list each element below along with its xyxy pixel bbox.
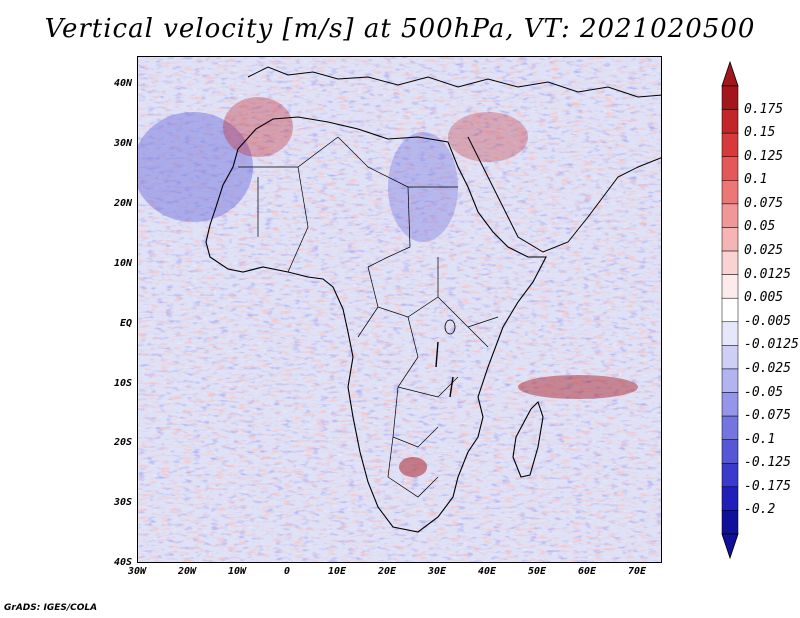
colorbar-tick-label: -0.005 xyxy=(744,313,791,329)
lat-label-10n: 10N xyxy=(113,258,132,269)
colorbar-tick-label: 0.1 xyxy=(744,172,768,188)
colorbar-tick-label: 0.005 xyxy=(744,290,784,306)
colorbar-tick-label: 0.075 xyxy=(744,195,784,211)
white-texture xyxy=(138,57,661,562)
colorbar-swatch xyxy=(721,321,739,346)
lon-label-10e: 10E xyxy=(327,566,347,577)
colorbar-swatch xyxy=(721,132,739,157)
lon-label-30w: 30W xyxy=(127,566,147,577)
colorbar-swatch xyxy=(721,203,739,228)
vertical-velocity-map xyxy=(138,57,661,562)
lat-label-40s: 40S xyxy=(113,557,132,568)
chart-title: Vertical velocity [m/s] at 500hPa, VT: 2… xyxy=(44,14,756,44)
colorbar-swatch xyxy=(721,297,739,323)
colorbar-swatch xyxy=(721,274,739,299)
lat-label-40n: 40N xyxy=(113,78,132,89)
lon-label-70e: 70E xyxy=(627,566,647,577)
lake-malawi xyxy=(449,376,454,398)
colorbar-swatch xyxy=(721,109,739,134)
atlantic-subsidence-region xyxy=(138,112,253,222)
middle-east-ascent-region xyxy=(448,112,528,162)
lon-label-0: 0 xyxy=(283,566,291,577)
lat-label-10s: 10S xyxy=(113,378,132,389)
colorbar-swatch xyxy=(721,250,739,275)
lat-label-20s: 20S xyxy=(113,437,132,448)
lon-label-40e: 40E xyxy=(477,566,497,577)
lon-label-30e: 30E xyxy=(427,566,447,577)
colorbar-tick-label: -0.0125 xyxy=(744,337,799,353)
lon-label-20e: 20E xyxy=(377,566,397,577)
colorbar-swatch xyxy=(721,392,739,417)
colorbar-tick-label: -0.05 xyxy=(744,384,784,400)
colorbar-tick-label: -0.125 xyxy=(744,455,791,471)
lat-label-20n: 20N xyxy=(113,198,132,209)
colorbar-swatch xyxy=(721,463,739,488)
lon-label-60e: 60E xyxy=(577,566,597,577)
europe-coastline xyxy=(247,66,661,98)
colorbar-tick-label: -0.025 xyxy=(744,360,791,376)
lon-label-10w: 10W xyxy=(227,566,247,577)
colorbar-swatch xyxy=(721,345,739,370)
colorbar-swatch xyxy=(721,486,739,511)
grads-credit: GrADS: IGES/COLA xyxy=(4,603,98,613)
colorbar-swatch xyxy=(721,510,739,535)
colorbar-swatch xyxy=(721,415,739,440)
colorbar-tick-label: -0.075 xyxy=(744,408,791,424)
colorbar-tick-label: 0.175 xyxy=(744,101,784,117)
colorbar xyxy=(721,60,739,560)
map-plot-area xyxy=(137,56,662,563)
colorbar-bottom-arrow xyxy=(721,533,739,560)
lake-tanganyika xyxy=(435,341,439,368)
colorbar-swatch xyxy=(721,368,739,393)
colorbar-swatch xyxy=(721,227,739,252)
colorbar-swatch xyxy=(721,180,739,205)
colorbar-tick-label: 0.125 xyxy=(744,148,784,164)
arabia-coastline xyxy=(467,136,661,253)
madagascar-coastline xyxy=(512,400,544,478)
colorbar-tick-label: 0.15 xyxy=(744,125,776,141)
lon-label-20w: 20W xyxy=(177,566,197,577)
morocco-ascent-region xyxy=(223,97,293,157)
africa-coastline xyxy=(205,116,547,533)
lon-label-50e: 50E xyxy=(527,566,547,577)
colorbar-tick-label: -0.1 xyxy=(744,431,776,447)
lake-victoria xyxy=(444,319,456,335)
colorbar-swatch xyxy=(721,85,739,110)
colorbar-top-arrow xyxy=(721,60,739,87)
country-borders xyxy=(238,136,499,498)
colorbar-tick-label: 0.05 xyxy=(744,219,776,235)
colorbar-tick-label: 0.025 xyxy=(744,243,784,259)
lat-label-30s: 30S xyxy=(113,497,132,508)
indian-ocean-ascent-band xyxy=(518,375,638,399)
colorbar-tick-label: -0.175 xyxy=(744,478,791,494)
colorbar-swatch xyxy=(721,439,739,464)
southern-africa-ascent-cell xyxy=(399,457,427,477)
colorbar-swatch xyxy=(721,156,739,181)
lat-label-30n: 30N xyxy=(113,138,132,149)
colorbar-tick-label: -0.2 xyxy=(744,502,776,518)
colorbar-tick-label: 0.0125 xyxy=(744,266,791,282)
lat-label-eq: EQ xyxy=(119,318,132,329)
